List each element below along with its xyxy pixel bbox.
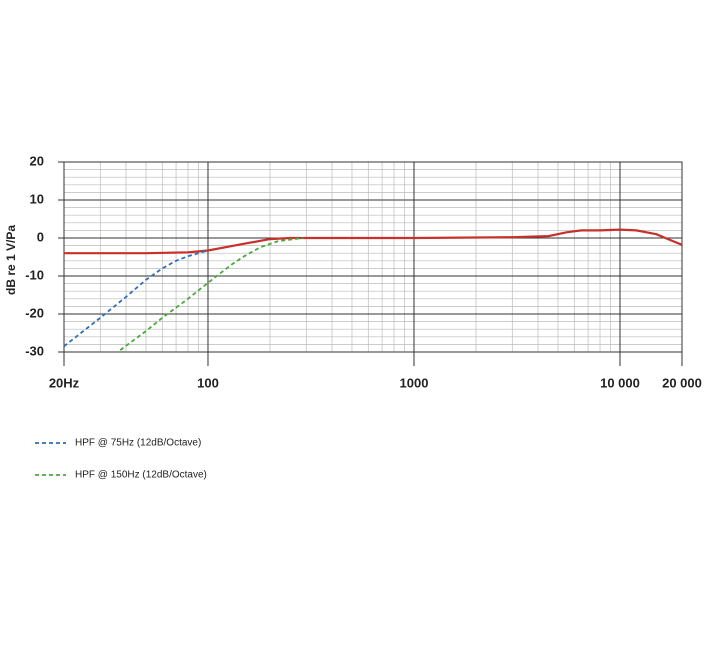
x-tick-label: 100 [197, 375, 219, 390]
series-line [119, 237, 304, 351]
x-tick-label: 20 000 [662, 375, 702, 390]
y-tick-label: -20 [25, 305, 44, 320]
y-tick-label: -10 [25, 267, 44, 282]
y-axis-label: dB re 1 V/Pa [4, 225, 18, 295]
series-line [63, 249, 209, 348]
x-tick-label: 10 000 [600, 375, 640, 390]
y-tick-label: 10 [30, 191, 44, 206]
x-tick-label: 1000 [400, 375, 429, 390]
legend-label: HPF @ 75Hz (12dB/Octave) [75, 438, 201, 449]
y-tick-label: 0 [37, 229, 44, 244]
x-tick-label: 20Hz [49, 375, 80, 390]
y-tick-label: 20 [30, 153, 44, 168]
y-tick-label: -30 [25, 343, 44, 358]
plot-frame [63, 161, 683, 353]
legend-label: HPF @ 150Hz (12dB/Octave) [75, 470, 207, 481]
series-line [64, 228, 683, 255]
